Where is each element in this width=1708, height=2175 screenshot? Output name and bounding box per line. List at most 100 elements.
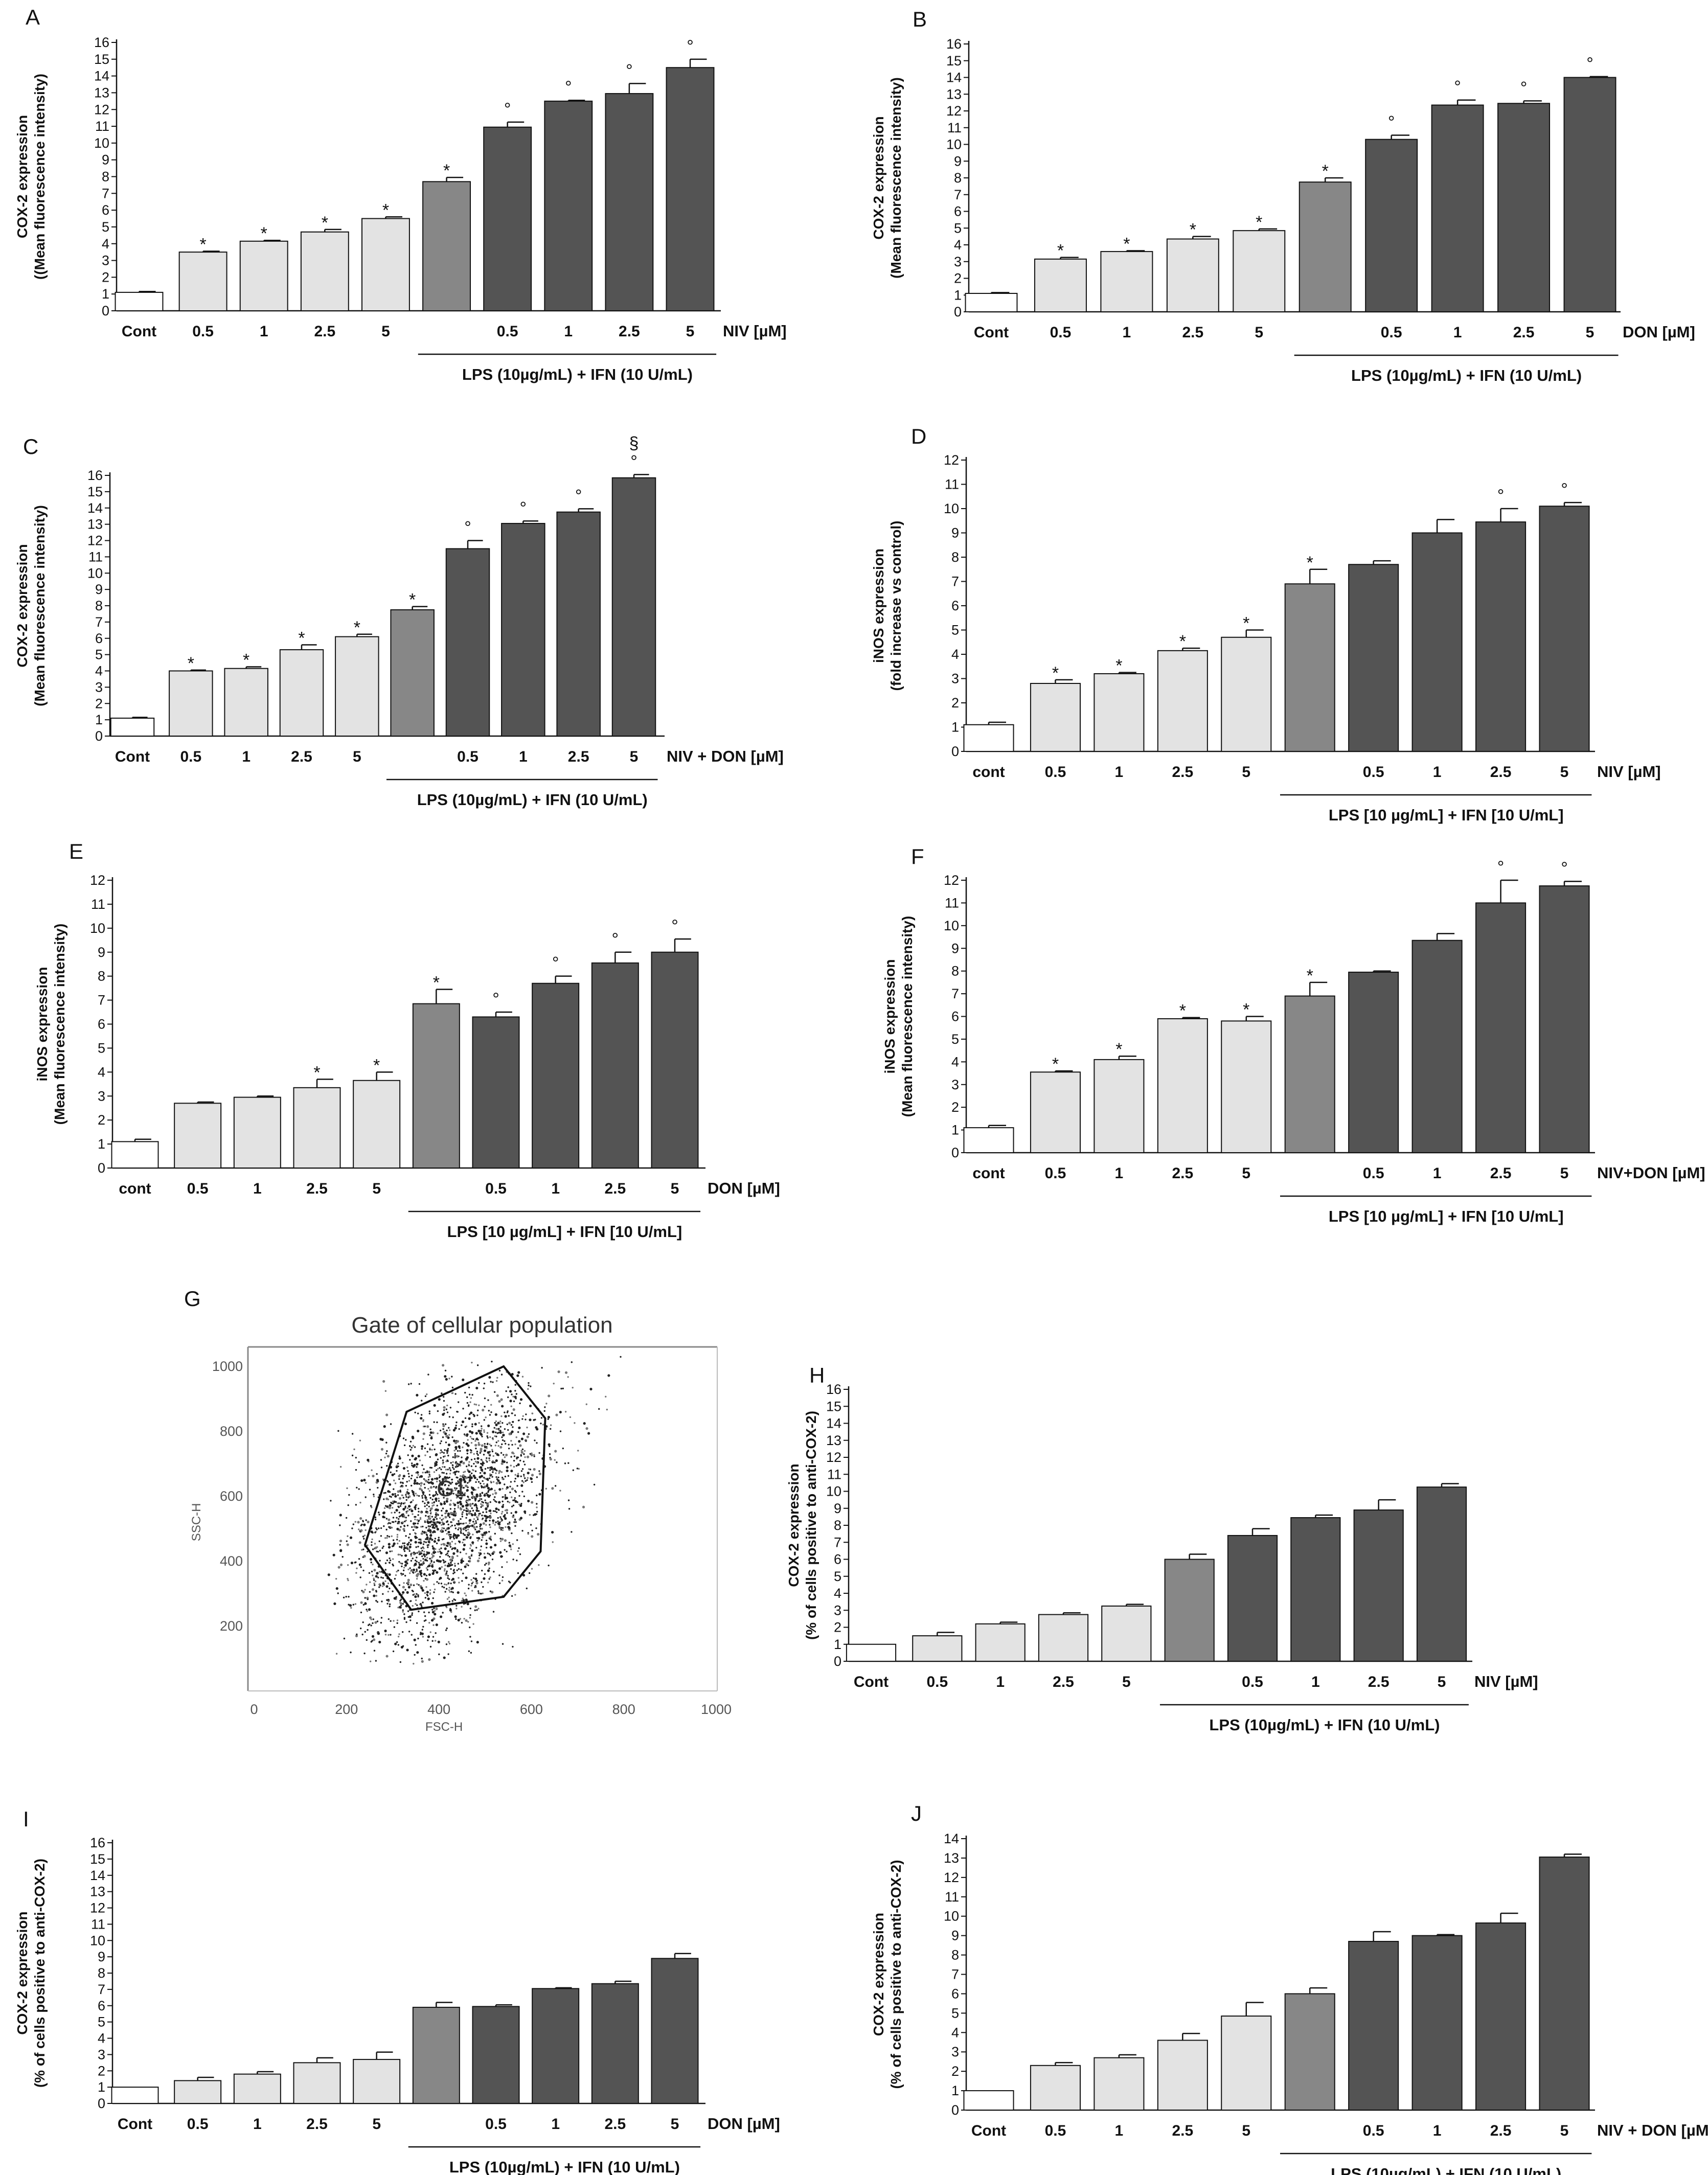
y-tick-label: 7	[102, 186, 109, 201]
event-dot	[402, 1502, 404, 1504]
treatment-label: LPS (10µg/mL) + IFN (10 U/mL)	[417, 791, 648, 809]
event-dot	[423, 1562, 425, 1564]
event-dot	[445, 1572, 448, 1574]
dose-label: NIV + DON [µM]	[667, 747, 784, 765]
event-dot	[490, 1466, 493, 1469]
event-dot	[465, 1529, 467, 1531]
y-tick-label: 9	[834, 1501, 841, 1516]
x-tick-label: 5	[1255, 324, 1263, 341]
event-dot	[461, 1558, 463, 1560]
event-dot	[355, 1456, 357, 1459]
event-dot	[489, 1469, 491, 1471]
event-dot	[441, 1472, 443, 1474]
y-axis-label: (Mean fluorescence intensity)	[52, 924, 67, 1125]
event-dot	[406, 1524, 409, 1527]
event-dot	[469, 1499, 471, 1501]
event-dot	[446, 1570, 448, 1572]
y-tick-label: 9	[951, 1928, 959, 1943]
event-dot	[462, 1541, 464, 1544]
event-dot	[405, 1494, 407, 1496]
event-dot	[388, 1634, 390, 1636]
event-dot	[412, 1499, 414, 1501]
event-dot	[494, 1510, 496, 1513]
event-dot	[384, 1562, 387, 1564]
dose-label: DON [µM]	[708, 2115, 780, 2133]
event-dot	[388, 1506, 390, 1508]
event-dot	[389, 1605, 391, 1608]
event-dot	[469, 1401, 471, 1403]
event-dot	[394, 1493, 396, 1495]
event-dot	[412, 1436, 415, 1439]
significance-mark: *	[1052, 663, 1059, 683]
event-dot	[346, 1543, 349, 1546]
event-dot	[343, 1637, 346, 1640]
event-dot	[380, 1527, 382, 1529]
event-dot	[440, 1551, 443, 1554]
event-dot	[383, 1492, 385, 1494]
event-dot	[492, 1481, 495, 1483]
event-dot	[513, 1459, 515, 1462]
event-dot	[511, 1444, 513, 1446]
event-dot	[389, 1603, 391, 1606]
event-dot	[421, 1660, 424, 1663]
event-dot	[512, 1559, 514, 1561]
event-dot	[372, 1474, 375, 1478]
event-dot	[489, 1436, 491, 1438]
y-tick-label: 1	[951, 1123, 959, 1138]
event-dot	[495, 1428, 497, 1430]
bar	[1416, 1486, 1467, 1662]
event-dot	[499, 1446, 503, 1449]
event-dot	[423, 1573, 426, 1576]
y-axis-label: COX-2 expression	[786, 1463, 802, 1587]
event-dot	[477, 1608, 480, 1610]
event-dot	[445, 1469, 447, 1471]
event-dot	[439, 1452, 442, 1454]
event-dot	[439, 1556, 441, 1558]
event-dot	[446, 1452, 448, 1454]
event-dot	[476, 1452, 478, 1455]
event-dot	[502, 1500, 504, 1503]
event-dot	[410, 1383, 412, 1385]
event-dot	[402, 1527, 405, 1531]
event-dot	[414, 1508, 417, 1510]
event-dot	[461, 1516, 464, 1518]
event-dot	[477, 1510, 480, 1512]
event-dot	[457, 1490, 460, 1493]
y-tick-label: 7	[98, 993, 105, 1008]
event-dot	[440, 1547, 442, 1549]
event-dot	[514, 1414, 516, 1416]
event-dot	[496, 1377, 498, 1379]
event-dot	[374, 1531, 376, 1533]
y-tick-label: 4	[951, 1054, 959, 1069]
event-dot	[468, 1417, 471, 1420]
event-dot	[378, 1514, 380, 1516]
event-dot	[442, 1612, 444, 1614]
x-tick-label: 2.5	[604, 1180, 626, 1197]
event-dot	[482, 1501, 484, 1504]
event-dot	[477, 1590, 480, 1592]
event-dot	[447, 1530, 450, 1533]
event-dot	[449, 1543, 451, 1545]
event-dot	[442, 1507, 444, 1509]
event-dot	[411, 1454, 414, 1457]
event-dot	[404, 1589, 406, 1591]
event-dot	[407, 1470, 409, 1472]
event-dot	[372, 1563, 374, 1566]
x-tick-label: Cont	[122, 323, 156, 340]
event-dot	[417, 1594, 419, 1596]
event-dot	[443, 1656, 446, 1659]
event-dot	[477, 1438, 479, 1441]
event-dot	[448, 1587, 450, 1589]
event-dot	[359, 1501, 361, 1504]
event-dot	[460, 1569, 462, 1571]
event-dot	[479, 1525, 481, 1528]
event-dot	[393, 1620, 395, 1622]
event-dot	[427, 1516, 429, 1518]
event-dot	[416, 1604, 418, 1606]
event-dot	[424, 1495, 426, 1497]
event-dot	[370, 1624, 372, 1627]
event-dot	[411, 1509, 414, 1513]
event-dot	[469, 1510, 471, 1512]
event-dot	[448, 1533, 450, 1536]
